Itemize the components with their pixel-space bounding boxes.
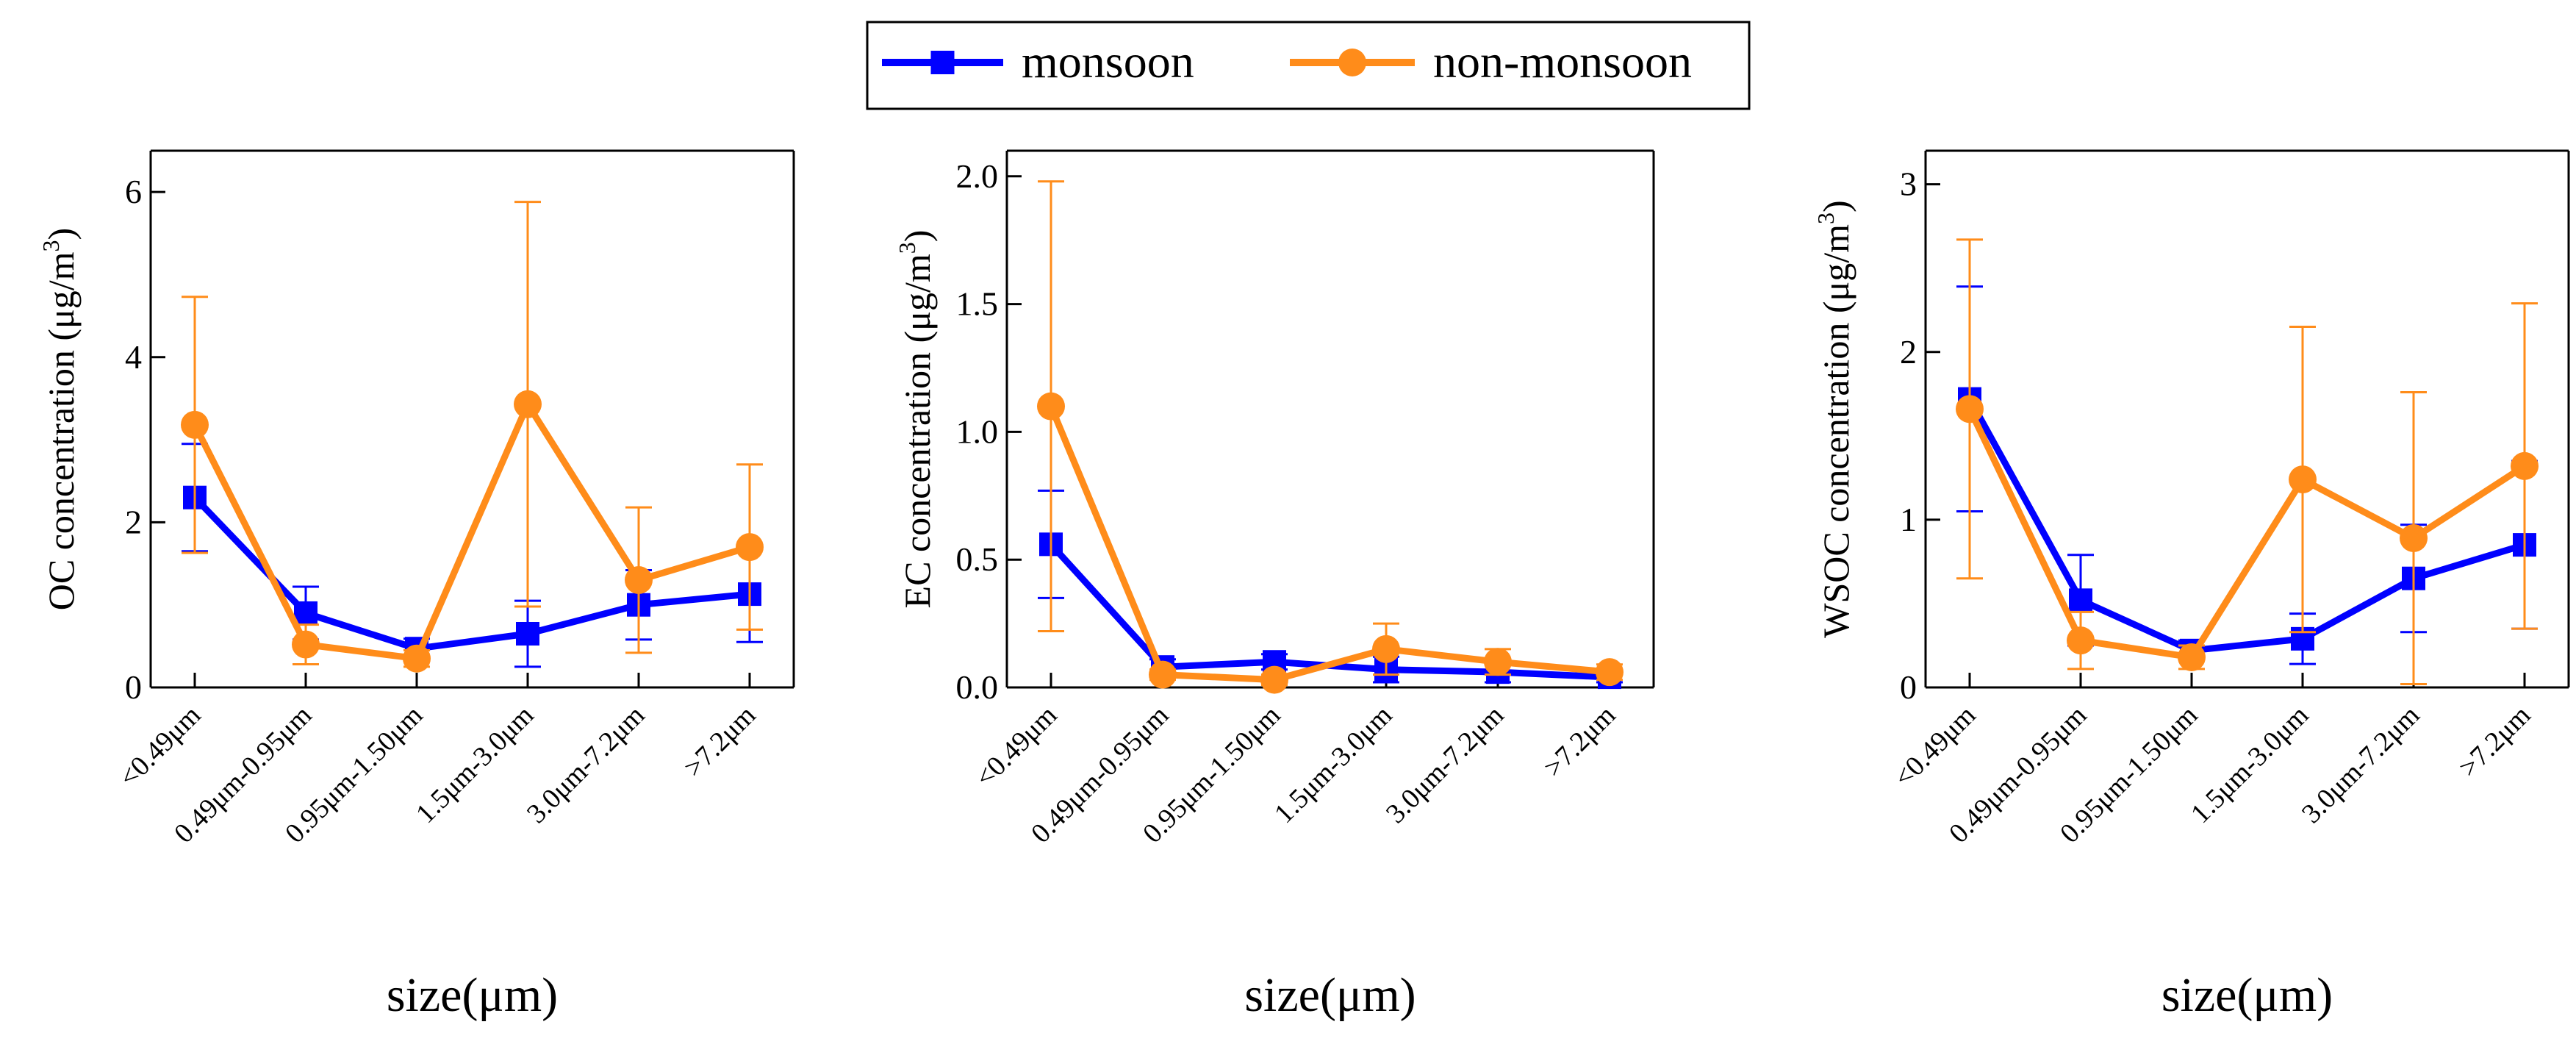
legend-item-monsoon: monsoon bbox=[882, 35, 1194, 87]
series-monsoon bbox=[182, 443, 763, 668]
legend-label-monsoon: monsoon bbox=[1022, 35, 1194, 87]
panel-2: 0.00.51.01.52.0<0.49μm0.49μm-0.95μm0.95μ… bbox=[894, 149, 1655, 1022]
data-point-non-monsoon bbox=[2067, 626, 2095, 655]
x-tick-label: 1.5μm-3.0μm bbox=[2185, 700, 2314, 829]
legend-marker-non-monsoon bbox=[1338, 49, 1366, 76]
x-tick-label: <0.49μm bbox=[969, 700, 1063, 793]
y-tick-label: 6 bbox=[125, 173, 142, 210]
y-tick-label: 2.0 bbox=[956, 157, 999, 195]
x-tick-label: 3.0μm-7.2μm bbox=[2296, 700, 2425, 829]
data-point-non-monsoon bbox=[625, 566, 653, 594]
data-point-monsoon bbox=[294, 601, 317, 625]
series-line-monsoon bbox=[192, 495, 750, 652]
y-tick-label: 1.5 bbox=[956, 285, 999, 323]
data-point-non-monsoon bbox=[1260, 665, 1288, 694]
data-point-monsoon bbox=[516, 622, 539, 646]
series-non-monsoon bbox=[181, 201, 764, 673]
y-tick-label: 0.5 bbox=[956, 540, 999, 578]
legend-label-non-monsoon: non-monsoon bbox=[1433, 35, 1692, 87]
y-tick-label: 0 bbox=[125, 668, 142, 706]
y-axis-label-main: EC concentration (μg/m bbox=[897, 254, 938, 608]
series-non-monsoon bbox=[1037, 180, 1624, 694]
y-axis-label-main: WSOC concentration (μg/m bbox=[1815, 224, 1856, 638]
y-axis-label: EC concentration (μg/m3) bbox=[894, 230, 938, 609]
y-tick-label: 4 bbox=[125, 338, 142, 376]
x-axis-label: size(μm) bbox=[387, 968, 558, 1022]
x-axis-label: size(μm) bbox=[2161, 968, 2333, 1022]
y-tick-label: 0.0 bbox=[956, 668, 999, 706]
series-line-non-monsoon bbox=[1966, 407, 2527, 661]
y-axis-label-main: OC concentration (μg/m bbox=[40, 251, 82, 610]
data-point-non-monsoon bbox=[292, 630, 320, 659]
x-tick-label: 3.0μm-7.2μm bbox=[521, 700, 650, 829]
legend-marker-monsoon bbox=[930, 51, 955, 74]
legend: monsoon non-monsoon bbox=[866, 21, 1751, 110]
data-point-non-monsoon bbox=[2178, 643, 2206, 671]
series-non-monsoon bbox=[1956, 238, 2539, 685]
x-tick-label: <0.49μm bbox=[113, 700, 207, 793]
y-axis-label-tail: ) bbox=[897, 230, 938, 243]
data-point-non-monsoon bbox=[1372, 634, 1400, 663]
series-line-monsoon bbox=[1967, 397, 2526, 654]
x-axis-label: size(μm) bbox=[1244, 968, 1416, 1022]
data-point-non-monsoon bbox=[181, 410, 209, 439]
x-tick-label: 1.5μm-3.0μm bbox=[1269, 700, 1398, 829]
series-line-non-monsoon bbox=[1047, 404, 1610, 684]
data-point-non-monsoon bbox=[514, 390, 542, 418]
data-point-non-monsoon bbox=[1149, 660, 1177, 689]
legend-item-non-monsoon: non-monsoon bbox=[1290, 35, 1692, 87]
data-point-non-monsoon bbox=[2400, 523, 2428, 552]
series-monsoon bbox=[1956, 285, 2538, 665]
data-point-non-monsoon bbox=[403, 644, 431, 673]
panel-1: 0246<0.49μm0.49μm-0.95μm0.95μm-1.50μm1.5… bbox=[37, 149, 795, 1022]
y-axis-label-tail: ) bbox=[40, 228, 82, 240]
data-point-non-monsoon bbox=[2511, 451, 2539, 480]
y-tick-label: 2 bbox=[1900, 333, 1917, 371]
y-tick-label: 1.0 bbox=[956, 412, 999, 450]
y-tick-label: 3 bbox=[1900, 165, 1917, 203]
x-tick-label: 1.5μm-3.0μm bbox=[410, 700, 539, 829]
data-point-non-monsoon bbox=[736, 533, 764, 562]
data-point-non-monsoon bbox=[1596, 658, 1624, 687]
y-axis-label-sup: 3 bbox=[1812, 212, 1839, 224]
y-tick-label: 0 bbox=[1900, 668, 1917, 706]
x-tick-label: <0.49μm bbox=[1888, 700, 1981, 793]
x-tick-label: >7.2μm bbox=[2453, 700, 2537, 784]
data-point-non-monsoon bbox=[2289, 465, 2317, 494]
y-axis-label-sup: 3 bbox=[37, 240, 64, 251]
panel-3: 0123<0.49μm0.49μm-0.95μm0.95μm-1.50μm1.5… bbox=[1812, 149, 2570, 1022]
data-point-monsoon bbox=[2069, 588, 2092, 612]
series-line-non-monsoon bbox=[191, 401, 751, 662]
chart-panels: 0246<0.49μm0.49μm-0.95μm0.95μm-1.50μm1.5… bbox=[37, 149, 2570, 1022]
data-point-non-monsoon bbox=[1956, 395, 1984, 423]
data-point-non-monsoon bbox=[1037, 392, 1065, 421]
data-point-non-monsoon bbox=[1484, 648, 1512, 676]
x-tick-label: 3.0μm-7.2μm bbox=[1380, 700, 1510, 829]
y-tick-label: 2 bbox=[125, 503, 142, 540]
x-tick-label: >7.2μm bbox=[1538, 700, 1622, 784]
y-tick-label: 1 bbox=[1900, 501, 1917, 538]
y-axis-label: WSOC concentration (μg/m3) bbox=[1812, 200, 1856, 637]
y-axis-label: OC concentration (μg/m3) bbox=[37, 228, 82, 610]
y-axis-label-sup: 3 bbox=[894, 242, 920, 254]
x-tick-label: >7.2μm bbox=[678, 700, 762, 784]
y-axis-label-tail: ) bbox=[1815, 200, 1856, 212]
